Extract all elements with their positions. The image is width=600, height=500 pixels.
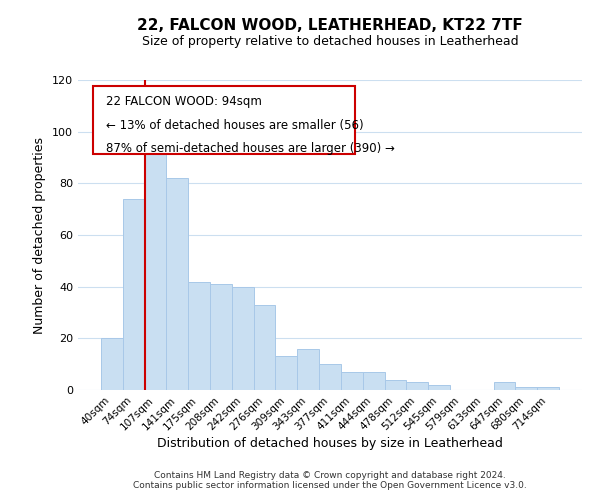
Bar bbox=[101, 338, 123, 390]
FancyBboxPatch shape bbox=[93, 86, 355, 154]
Bar bbox=[537, 388, 559, 390]
Bar bbox=[297, 348, 319, 390]
Text: 22 FALCON WOOD: 94sqm: 22 FALCON WOOD: 94sqm bbox=[106, 96, 262, 108]
Bar bbox=[210, 284, 232, 390]
Text: 22, FALCON WOOD, LEATHERHEAD, KT22 7TF: 22, FALCON WOOD, LEATHERHEAD, KT22 7TF bbox=[137, 18, 523, 32]
Bar bbox=[406, 382, 428, 390]
Bar bbox=[363, 372, 385, 390]
Bar bbox=[188, 282, 210, 390]
Bar bbox=[428, 385, 450, 390]
Text: Size of property relative to detached houses in Leatherhead: Size of property relative to detached ho… bbox=[142, 35, 518, 48]
Text: 87% of semi-detached houses are larger (390) →: 87% of semi-detached houses are larger (… bbox=[106, 142, 395, 155]
Bar bbox=[166, 178, 188, 390]
Bar bbox=[232, 286, 254, 390]
Bar bbox=[123, 199, 145, 390]
Bar bbox=[275, 356, 297, 390]
Bar bbox=[515, 388, 537, 390]
Text: Contains HM Land Registry data © Crown copyright and database right 2024.
Contai: Contains HM Land Registry data © Crown c… bbox=[133, 470, 527, 490]
Bar bbox=[145, 129, 166, 390]
Bar bbox=[494, 382, 515, 390]
Bar bbox=[254, 304, 275, 390]
Bar bbox=[341, 372, 363, 390]
Y-axis label: Number of detached properties: Number of detached properties bbox=[34, 136, 46, 334]
Bar bbox=[319, 364, 341, 390]
Bar bbox=[385, 380, 406, 390]
Text: ← 13% of detached houses are smaller (56): ← 13% of detached houses are smaller (56… bbox=[106, 118, 364, 132]
X-axis label: Distribution of detached houses by size in Leatherhead: Distribution of detached houses by size … bbox=[157, 438, 503, 450]
